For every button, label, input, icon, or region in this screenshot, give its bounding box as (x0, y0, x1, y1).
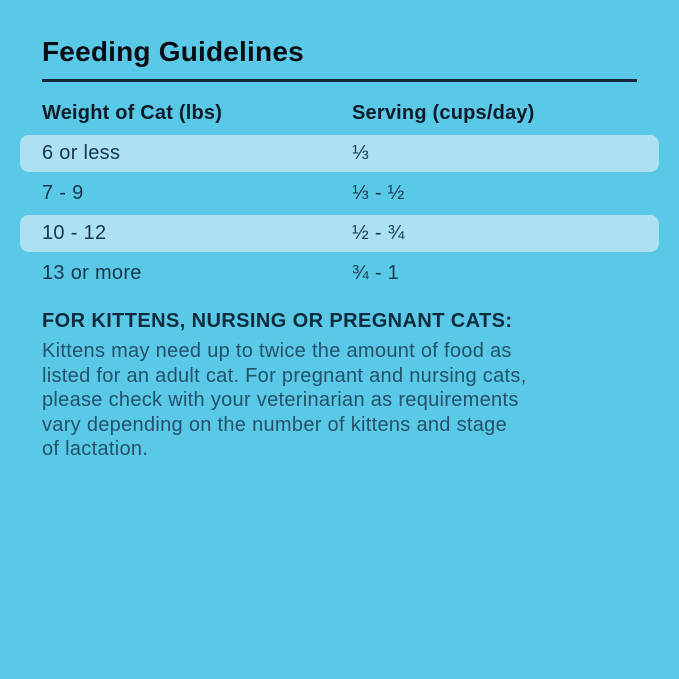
kitten-note-body: Kittens may need up to twice the amount … (42, 339, 637, 462)
column-header-serving: Serving (cups/day) (352, 102, 535, 124)
serving-cell: ¾ - 1 (352, 261, 400, 284)
note-line: please check with your veterinarian as r… (42, 389, 519, 411)
note-line: vary depending on the number of kittens … (42, 413, 508, 436)
table-row: 7 - 9 ⅓ - ½ (20, 173, 659, 213)
serving-cell: ⅓ (352, 142, 369, 164)
column-header-weight: Weight of Cat (lbs) (42, 102, 223, 124)
table-row: 6 or less ⅓ (20, 135, 659, 172)
serving-cell: ½ - ¾ (352, 222, 405, 244)
title-divider (42, 79, 637, 82)
weight-cell: 13 or more (42, 261, 142, 284)
note-line: Kittens may need up to twice the amount … (42, 340, 512, 362)
serving-cell: ⅓ - ½ (352, 181, 405, 204)
kitten-note-heading: FOR KITTENS, NURSING OR PREGNANT CATS: (42, 310, 513, 332)
table-header-row: Weight of Cat (lbs) Serving (cups/day) (42, 102, 637, 125)
feeding-table: 6 or less ⅓ 7 - 9 ⅓ - ½ 10 - 12 ½ - ¾ 13… (20, 135, 659, 293)
weight-cell: 10 - 12 (42, 222, 107, 244)
table-row: 10 - 12 ½ - ¾ (20, 215, 659, 252)
page-title: Feeding Guidelines (42, 36, 304, 67)
weight-cell: 7 - 9 (42, 181, 84, 204)
weight-cell: 6 or less (42, 142, 121, 164)
note-line: of lactation. (42, 438, 149, 460)
note-line: listed for an adult cat. For pregnant an… (42, 364, 527, 387)
table-row: 13 or more ¾ - 1 (20, 253, 659, 293)
